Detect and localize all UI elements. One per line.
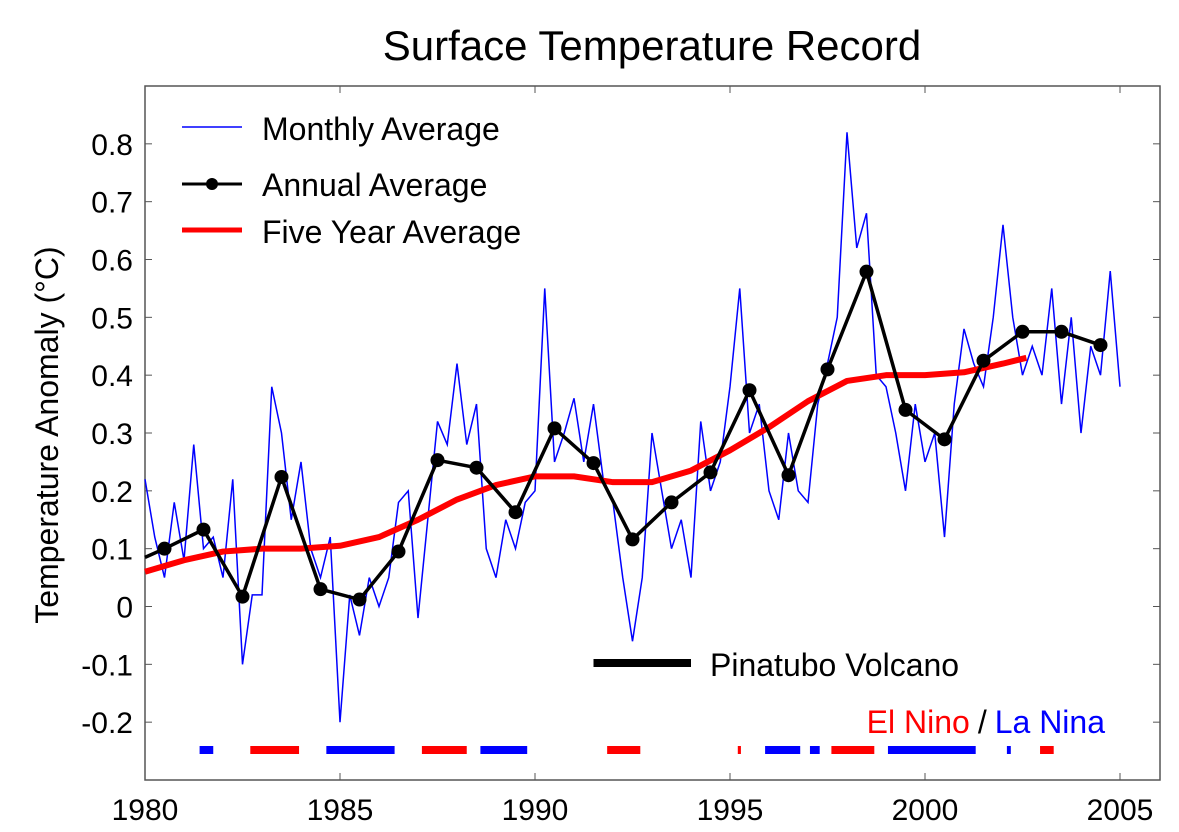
five-year-average-line bbox=[144, 354, 1028, 575]
annual-average-point bbox=[157, 541, 172, 556]
y-tick-label: 0.8 bbox=[91, 129, 133, 162]
annual-average-point bbox=[235, 589, 250, 604]
y-tick-label: 0.1 bbox=[91, 534, 133, 567]
la-nina-bar bbox=[480, 746, 528, 754]
annual-average-point bbox=[391, 544, 406, 559]
annual-average-point bbox=[196, 522, 211, 537]
el-nino-bar bbox=[607, 746, 641, 754]
pinatubo-label: Pinatubo Volcano bbox=[710, 647, 959, 683]
annual-average-point bbox=[1054, 324, 1069, 339]
annual-average-point bbox=[469, 460, 484, 475]
la-nina-bar bbox=[199, 746, 214, 754]
legend-annual-label: Annual Average bbox=[262, 167, 487, 203]
annual-average-point bbox=[1093, 338, 1108, 353]
el-nino-bar bbox=[250, 746, 300, 754]
el-nino-bar bbox=[1040, 746, 1054, 754]
annual-average-point bbox=[274, 469, 289, 484]
la-nina-bar bbox=[887, 746, 976, 754]
la-nina-label: La Nina bbox=[995, 704, 1106, 740]
x-tick-label: 1985 bbox=[307, 794, 374, 827]
annual-average-point bbox=[820, 362, 835, 377]
annual-average-point bbox=[1015, 324, 1030, 339]
y-tick-label: 0.7 bbox=[91, 187, 133, 220]
annual-average-point bbox=[781, 468, 796, 483]
legend: Monthly Average Annual Average Five Year… bbox=[182, 111, 521, 250]
la-nina-bar bbox=[765, 746, 801, 754]
el-nino-bar bbox=[831, 746, 875, 754]
legend-five-year-label: Five Year Average bbox=[262, 214, 521, 250]
annual-average-point bbox=[586, 456, 601, 471]
y-tick-label: 0 bbox=[116, 592, 133, 625]
y-axis-label: Temperature Anomaly (°C) bbox=[29, 246, 65, 623]
annual-average-point bbox=[664, 495, 679, 510]
enso-label: El Nino / La Nina bbox=[867, 704, 1106, 740]
x-tick-label: 2000 bbox=[892, 794, 959, 827]
x-tick-label: 1980 bbox=[112, 794, 179, 827]
annual-average-point bbox=[430, 453, 445, 468]
annual-average-point bbox=[547, 421, 562, 436]
y-tick-label: 0.6 bbox=[91, 245, 133, 278]
annual-average-line bbox=[144, 266, 1102, 602]
y-tick-label: 0.3 bbox=[91, 418, 133, 451]
el-nino-label: El Nino bbox=[867, 704, 970, 740]
x-tick-label: 1995 bbox=[697, 794, 764, 827]
el-nino-bar bbox=[737, 746, 741, 754]
y-tick-label: 0.4 bbox=[91, 360, 133, 393]
la-nina-bar bbox=[809, 746, 820, 754]
legend-monthly-label: Monthly Average bbox=[262, 111, 500, 147]
y-tick-label: 0.5 bbox=[91, 302, 133, 335]
y-tick-label: -0.1 bbox=[81, 649, 133, 682]
chart-title: Surface Temperature Record bbox=[383, 22, 922, 69]
y-tick-label: -0.2 bbox=[81, 707, 133, 740]
y-tick-label: 0.2 bbox=[91, 476, 133, 509]
annual-average-point bbox=[625, 532, 640, 547]
annual-average-point bbox=[937, 432, 952, 447]
annual-average-point bbox=[313, 582, 328, 597]
x-tick-label: 2005 bbox=[1087, 794, 1154, 827]
el-nino-bar bbox=[421, 746, 467, 754]
legend-annual-marker bbox=[206, 178, 218, 190]
la-nina-bar bbox=[1006, 746, 1011, 754]
annual-average-point bbox=[703, 465, 718, 480]
annual-average-point bbox=[742, 383, 757, 398]
enso-separator: / bbox=[978, 704, 987, 740]
monthly-average-line bbox=[144, 132, 1121, 723]
annual-average-point bbox=[898, 402, 913, 417]
annual-average-point bbox=[859, 264, 874, 279]
x-tick-label: 1990 bbox=[502, 794, 569, 827]
la-nina-bar bbox=[326, 746, 395, 754]
annual-average-point bbox=[976, 353, 991, 368]
annual-average-point bbox=[508, 505, 523, 520]
annual-average-point bbox=[352, 592, 367, 607]
